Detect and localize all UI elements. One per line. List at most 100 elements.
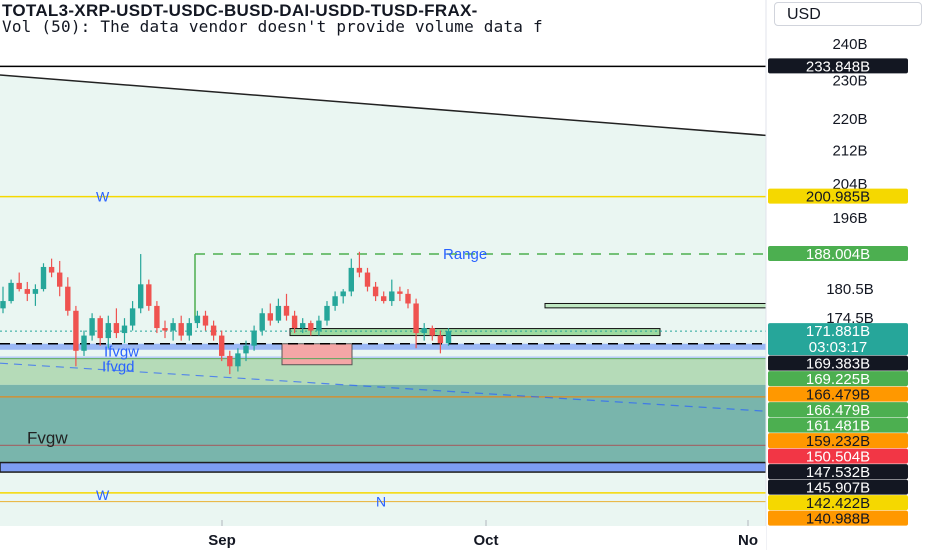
price-label-text: 166.479B (806, 402, 870, 419)
candle-body (40, 266, 47, 290)
candle-body (48, 266, 55, 273)
candle-body (89, 318, 95, 336)
price-label-text: 169.383B (806, 356, 870, 373)
price-label-text: 145.907B (806, 480, 870, 497)
candle-body (81, 335, 87, 351)
annotation-label: N (376, 494, 386, 510)
price-label-text: 142.422B (806, 495, 870, 512)
range-box (289, 328, 661, 337)
candles-layer (0, 251, 452, 375)
candle-body (308, 323, 314, 331)
price-label-bg (768, 510, 908, 526)
annotation-label: Ifvgw (104, 343, 139, 360)
candle-body (138, 284, 144, 309)
candle-body (146, 284, 152, 306)
price-label-bg (768, 402, 908, 418)
candle-body (235, 353, 241, 367)
candle-body (129, 308, 136, 326)
candle-body (219, 335, 225, 356)
time-scale-background (0, 526, 766, 550)
candle-body (397, 291, 403, 294)
y-tick-label: 212B (832, 143, 867, 160)
x-tick-label: Sep (208, 532, 236, 549)
candle-body (259, 313, 265, 331)
candle-body (437, 335, 444, 344)
trendline (0, 74, 767, 137)
price-label-text: 140.988B (806, 511, 870, 528)
price-label-text: 166.479B (806, 387, 870, 404)
candle-body (421, 328, 427, 334)
candle-body (186, 323, 192, 336)
candle-body (24, 289, 30, 294)
candle-body (57, 272, 63, 287)
y-tick-label: 230B (832, 73, 867, 90)
candle-body (32, 289, 39, 294)
candle-body (251, 330, 257, 346)
candle-body (324, 305, 330, 321)
candle-body (73, 310, 79, 351)
y-tick-label: 180.5B (826, 281, 874, 298)
currency-button[interactable]: USD (774, 2, 922, 26)
candle-body (372, 286, 379, 297)
y-tick-label: 174.5B (826, 310, 874, 327)
ifvg-thin-band (0, 356, 766, 358)
candle-body (275, 305, 282, 321)
fvg-zone (0, 384, 766, 463)
candle-body (113, 323, 120, 334)
volume-notice: Vol (50): The data vendor doesn't provid… (2, 17, 543, 36)
price-label-text: 233.848B (806, 58, 870, 75)
countdown-text: 03:03:17 (809, 339, 867, 356)
candle-body (300, 323, 306, 329)
candle-body (356, 267, 363, 273)
price-label-bg (768, 464, 908, 480)
candle-body (348, 267, 354, 292)
price-label-bg (768, 386, 908, 402)
zones-layer (0, 75, 767, 530)
price-label-bg (768, 371, 908, 387)
supply-box (544, 302, 767, 309)
price-label-bg (768, 246, 908, 262)
candle-body (405, 293, 411, 304)
candle-body (0, 301, 6, 309)
candle-body (154, 305, 160, 329)
candle-body (364, 272, 371, 287)
y-tick-label: 220B (832, 111, 867, 128)
candle-body (381, 296, 387, 302)
price-label-text: 161.481B (806, 418, 870, 435)
x-tick-label: No (738, 532, 758, 549)
candle-body (389, 291, 395, 302)
price-label-bg (768, 479, 908, 495)
candle-body (227, 355, 233, 367)
ifvg-band (0, 343, 766, 350)
price-label-bg (768, 495, 908, 511)
lines-layer (0, 65, 767, 503)
price-label-text: 169.225B (806, 371, 870, 388)
annotation-label: Fvgw (27, 429, 68, 448)
y-tick-label: 204B (832, 176, 867, 193)
price-label-text: 159.232B (806, 433, 870, 450)
candle-body (8, 282, 14, 302)
symbol-title: TOTAL3-XRP-USDT-USDC-BUSD-DAI-USDD-TUSD-… (2, 1, 478, 20)
descending-dashed-line (0, 362, 767, 412)
price-label-text: 147.532B (806, 464, 870, 481)
candle-body (105, 323, 111, 339)
candle-body (316, 320, 322, 331)
time-scale-ticks: Sep Oct No (208, 520, 758, 549)
candle-body (16, 282, 22, 290)
candle-body (243, 345, 249, 354)
candle-body (121, 325, 128, 334)
price-label-bg (768, 323, 908, 356)
price-labels: 233.848B 200.985B 188.004B 171.881B03:03:17… (768, 58, 908, 528)
price-label-bg (768, 433, 908, 449)
candle-body (445, 331, 452, 344)
price-label-text: 150.504B (806, 449, 870, 466)
candle-body (291, 315, 298, 329)
blue-band-lower (0, 461, 767, 473)
y-tick-label: 240B (832, 36, 867, 53)
annotation-label: W (96, 487, 110, 503)
price-label-bg (768, 448, 908, 464)
candle-body (178, 323, 184, 336)
candle-body (413, 303, 419, 334)
